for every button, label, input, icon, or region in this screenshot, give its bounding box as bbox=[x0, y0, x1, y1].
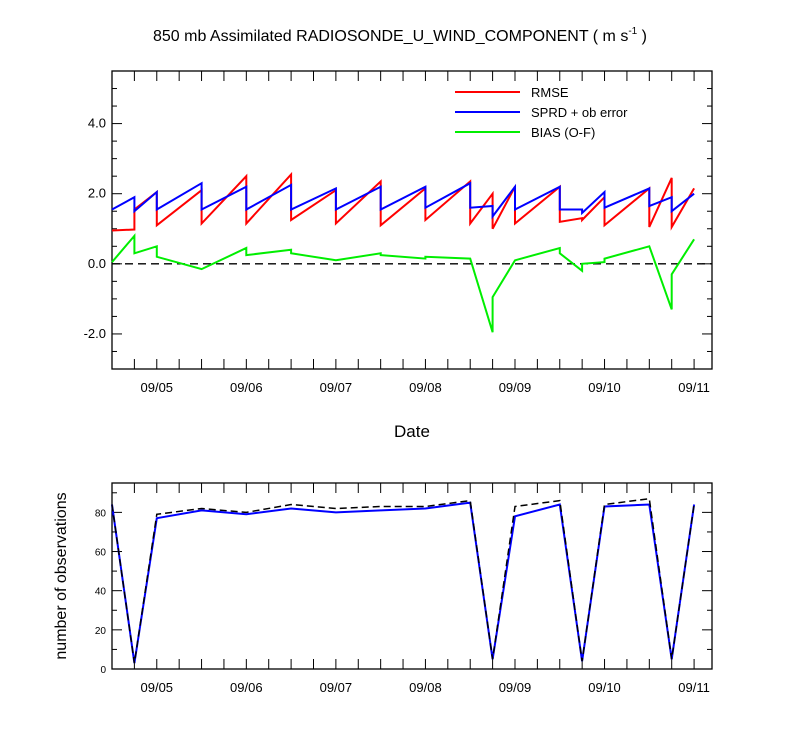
top-x-tick-label: 09/10 bbox=[588, 380, 621, 395]
top-chart-title-suffix: ) bbox=[637, 28, 647, 45]
top-legend-label: RMSE bbox=[531, 85, 569, 100]
top-legend-label: BIAS (O-F) bbox=[531, 125, 595, 140]
bottom-x-tick-label: 09/06 bbox=[230, 680, 263, 695]
top-panel: 09/05 09/06 09/07 09/08 09/09 09/10 09/11 -2.0 0… bbox=[84, 70, 713, 395]
bottom-x-tick-label: 09/05 bbox=[141, 680, 174, 695]
top-x-tick-label: 09/08 bbox=[409, 380, 442, 395]
top-x-tick-label: 09/06 bbox=[230, 380, 263, 395]
top-chart-title-superscript: -1 bbox=[628, 26, 637, 37]
top-x-tick-label: 09/05 bbox=[141, 380, 174, 395]
top-series-bias-o-f bbox=[111, 233, 695, 333]
top-y-tick-label: 4.0 bbox=[88, 116, 106, 131]
top-legend-label: SPRD + ob error bbox=[531, 105, 628, 120]
bottom-y-tick-label: 40 bbox=[95, 587, 107, 598]
bottom-y-tick-label: 0 bbox=[100, 665, 106, 676]
bottom-panel: 09/05 09/06 09/07 09/08 09/09 09/10 09/11 0 20 40… bbox=[95, 482, 713, 695]
top-chart-title: 850 mb Assimilated RADIOSONDE_U_WIND_COM… bbox=[153, 26, 647, 45]
bottom-x-tick-label: 09/09 bbox=[499, 680, 532, 695]
bottom-plot-frame bbox=[111, 482, 713, 670]
top-y-tick-label: 2.0 bbox=[88, 186, 106, 201]
top-plot-frame bbox=[111, 70, 713, 370]
bottom-y-tick-label: 80 bbox=[95, 508, 107, 519]
bottom-x-tick-label: 09/07 bbox=[320, 680, 353, 695]
bottom-y-axis-label: number of observations bbox=[53, 492, 70, 659]
top-x-axis-label: Date bbox=[394, 422, 430, 441]
bottom-series-possible bbox=[111, 497, 695, 664]
bottom-x-tick-label: 09/10 bbox=[588, 680, 621, 695]
bottom-x-tick-label: 09/08 bbox=[409, 680, 442, 695]
top-chart-title-main: 850 mb Assimilated RADIOSONDE_U_WIND_COM… bbox=[153, 28, 628, 45]
top-y-tick-label: 0.0 bbox=[88, 256, 106, 271]
bottom-y-tick-label: 60 bbox=[95, 548, 107, 559]
top-x-tick-label: 09/11 bbox=[678, 380, 710, 395]
bottom-x-tick-label: 09/11 bbox=[678, 680, 710, 695]
top-series-rmse bbox=[111, 171, 695, 232]
top-series-sprd-ob-error bbox=[111, 181, 695, 220]
bottom-series-used bbox=[111, 501, 696, 664]
top-x-tick-label: 09/07 bbox=[320, 380, 353, 395]
bottom-y-tick-label: 20 bbox=[95, 626, 107, 637]
top-y-tick-label: -2.0 bbox=[84, 326, 106, 341]
top-x-tick-label: 09/09 bbox=[499, 380, 532, 395]
